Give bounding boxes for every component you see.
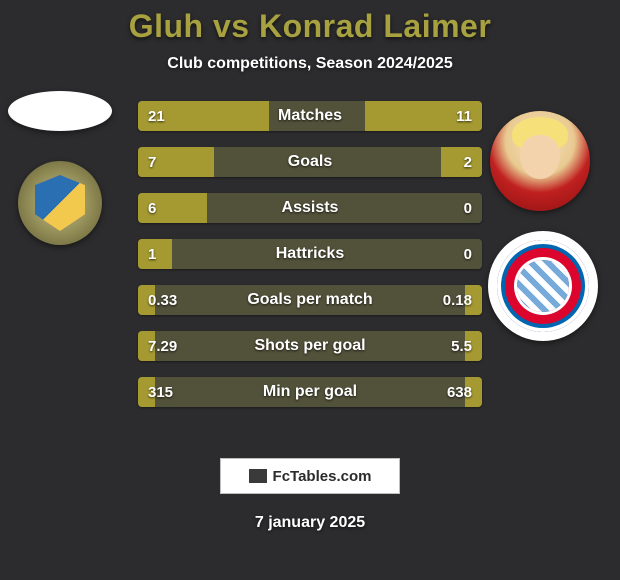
club-left-crest-shape <box>35 175 85 231</box>
stat-bars: 2111Matches 72Goals 60Assists 10Hattricks 0.… <box>138 101 482 423</box>
subtitle: Club competitions, Season 2024/2025 <box>0 55 620 73</box>
stat-label: Assists <box>138 193 482 223</box>
date-label: 7 january 2025 <box>0 514 620 532</box>
stat-row: 72Goals <box>138 147 482 177</box>
page-title: Gluh vs Konrad Laimer <box>0 0 620 45</box>
stat-label: Hattricks <box>138 239 482 269</box>
stat-label: Shots per goal <box>138 331 482 361</box>
stat-row: 2111Matches <box>138 101 482 131</box>
player-right-avatar <box>490 111 590 211</box>
club-right-crest <box>488 231 598 341</box>
stat-row: 0.330.18Goals per match <box>138 285 482 315</box>
stat-label: Matches <box>138 101 482 131</box>
stat-row: 315638Min per goal <box>138 377 482 407</box>
comparison-area: 2111Matches 72Goals 60Assists 10Hattricks 0.… <box>0 101 620 431</box>
player-right-face <box>520 135 560 179</box>
bayern-badge-inner <box>517 260 569 312</box>
fctables-logo: FcTables.com <box>220 458 400 494</box>
stat-label: Goals per match <box>138 285 482 315</box>
stat-row: 10Hattricks <box>138 239 482 269</box>
content-root: Gluh vs Konrad Laimer Club competitions,… <box>0 0 620 580</box>
stat-row: 7.295.5Shots per goal <box>138 331 482 361</box>
fctables-label: FcTables.com <box>273 468 372 485</box>
stat-label: Min per goal <box>138 377 482 407</box>
club-left-crest <box>18 161 102 245</box>
player-left-avatar <box>8 91 112 131</box>
fctables-icon <box>249 469 267 483</box>
stat-row: 60Assists <box>138 193 482 223</box>
bayern-badge <box>497 240 589 332</box>
stat-label: Goals <box>138 147 482 177</box>
